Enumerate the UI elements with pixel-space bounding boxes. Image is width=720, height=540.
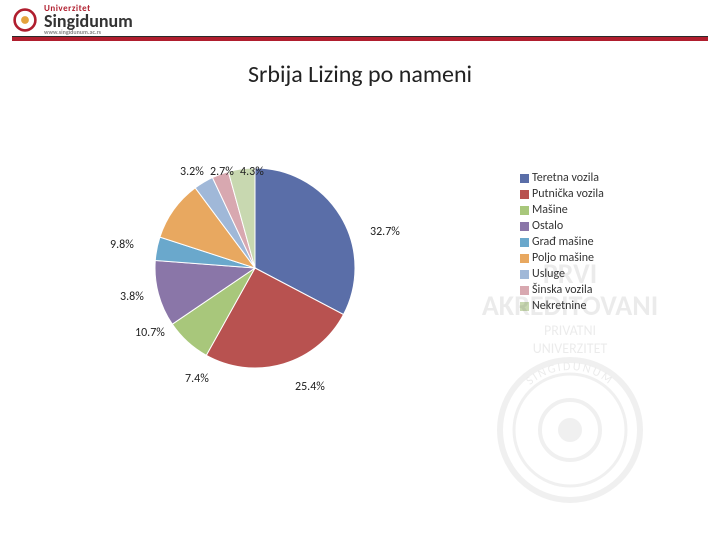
legend-label: Teretna vozila <box>532 171 599 185</box>
legend: Teretna vozila Putnička vozila Mašine Ostal… <box>520 170 604 314</box>
legend-item: Nekretnine <box>520 298 604 314</box>
slide-header: Univerzitet Singidunum www.singidunum.ac… <box>0 0 720 40</box>
watermark-line3: PRIVATNI <box>544 322 596 339</box>
legend-label: Šinska vozila <box>532 283 592 297</box>
legend-label: Poljo mašine <box>532 251 594 265</box>
legend-swatch <box>520 206 529 215</box>
legend-label: Nekretnine <box>532 299 586 313</box>
legend-label: Usluge <box>532 267 565 281</box>
slice-label: 2.7% <box>210 165 234 179</box>
legend-label: Putnička vozila <box>532 187 604 201</box>
logo-mark-icon <box>12 7 38 33</box>
legend-swatch <box>520 174 529 183</box>
legend-item: Šinska vozila <box>520 282 604 298</box>
legend-item: Građ mašine <box>520 234 604 250</box>
legend-item: Teretna vozila <box>520 170 604 186</box>
chart-title: Srbija Lizing po nameni <box>0 60 720 89</box>
legend-label: Mašine <box>532 203 568 217</box>
legend-item: Ostalo <box>520 218 604 234</box>
logo-text: Univerzitet Singidunum www.singidunum.ac… <box>44 4 133 35</box>
watermark-line4: UNIVERZITET <box>533 340 608 357</box>
legend-swatch <box>520 254 529 263</box>
legend-swatch <box>520 238 529 247</box>
legend-swatch <box>520 270 529 279</box>
pie-chart: 32.7%25.4%7.4%10.7%3.8%9.8%3.2%2.7%4.3% <box>90 140 390 380</box>
legend-item: Poljo mašine <box>520 250 604 266</box>
legend-item: Mašine <box>520 202 604 218</box>
svg-text:SINGIDUNUM: SINGIDUNUM <box>524 360 617 389</box>
logo: Univerzitet Singidunum www.singidunum.ac… <box>12 4 133 35</box>
legend-label: Ostalo <box>532 219 563 233</box>
legend-swatch <box>520 190 529 199</box>
legend-item: Usluge <box>520 266 604 282</box>
slice-label: 9.8% <box>110 238 134 252</box>
slice-label: 32.7% <box>370 225 400 239</box>
header-divider <box>12 36 708 41</box>
slice-label: 7.4% <box>185 372 209 386</box>
legend-swatch <box>520 286 529 295</box>
watermark-inner: SINGIDUNUM <box>524 360 617 389</box>
slice-label: 10.7% <box>135 326 165 340</box>
slice-label: 3.2% <box>180 165 204 179</box>
legend-item: Putnička vozila <box>520 186 604 202</box>
legend-swatch <box>520 222 529 231</box>
slice-label: 25.4% <box>295 380 325 394</box>
pie-svg <box>90 140 390 400</box>
legend-label: Građ mašine <box>532 235 594 249</box>
slice-label: 4.3% <box>240 165 264 179</box>
legend-swatch <box>520 302 529 311</box>
slice-label: 3.8% <box>120 290 144 304</box>
